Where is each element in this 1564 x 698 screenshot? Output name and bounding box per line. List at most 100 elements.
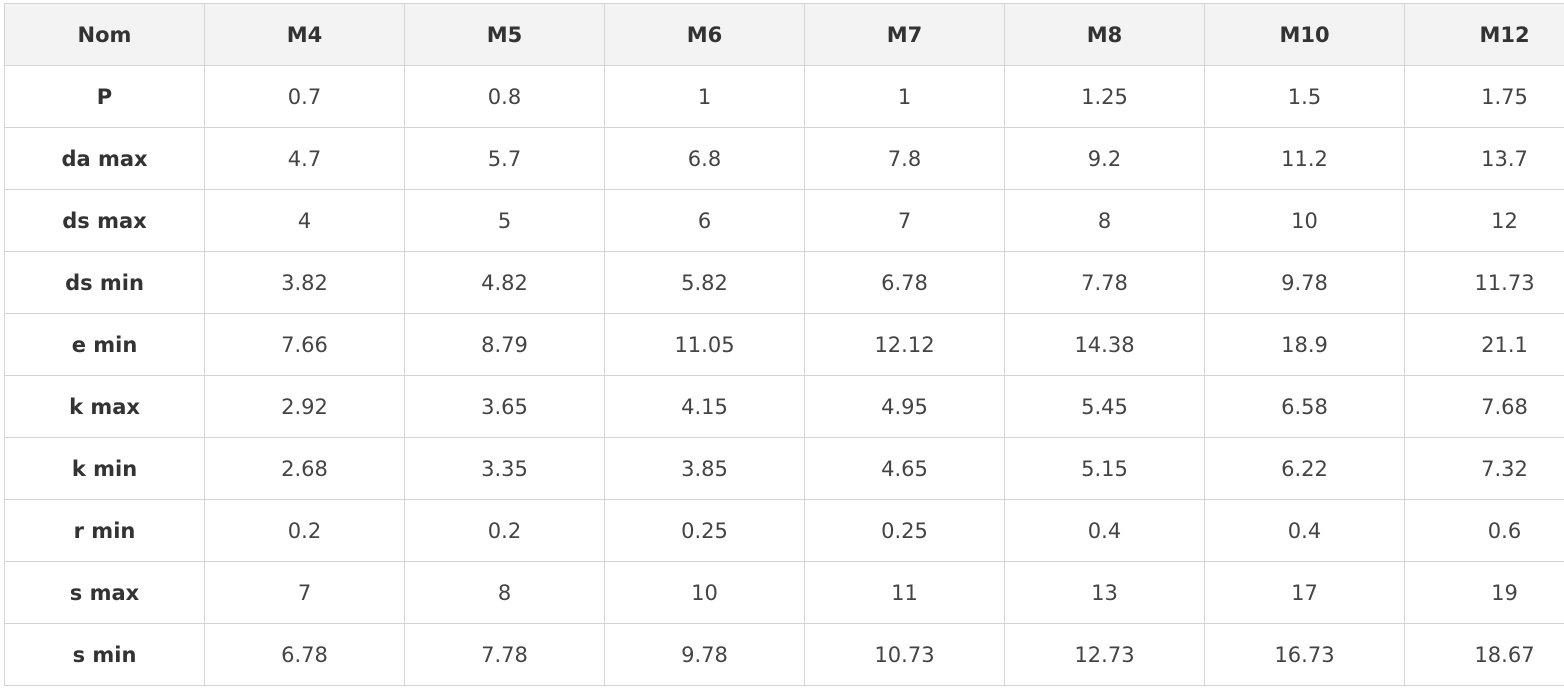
table-cell: 4.15 xyxy=(604,375,805,438)
table-cell: 0.4 xyxy=(1004,499,1205,562)
column-header: Nom xyxy=(4,3,205,66)
table-cell: 2.68 xyxy=(204,437,405,500)
table-cell: 12 xyxy=(1404,189,1564,252)
table-row: s min 6.78 7.78 9.78 10.73 12.73 16.73 1… xyxy=(4,623,1564,686)
table-cell: 2.92 xyxy=(204,375,405,438)
table-cell: 4.7 xyxy=(204,127,405,190)
table-cell: 3.35 xyxy=(404,437,605,500)
table-cell: 6.58 xyxy=(1204,375,1405,438)
table-cell: 6 xyxy=(604,189,805,252)
row-label: e min xyxy=(4,313,205,376)
row-label: da max xyxy=(4,127,205,190)
table-cell: 3.65 xyxy=(404,375,605,438)
dimensions-table: Nom M4 M5 M6 M7 M8 M10 M12 P 0.7 0.8 1 1… xyxy=(4,3,1564,686)
row-label: r min xyxy=(4,499,205,562)
table-cell: 7.78 xyxy=(404,623,605,686)
table-cell: 11.2 xyxy=(1204,127,1405,190)
table-row: k min 2.68 3.35 3.85 4.65 5.15 6.22 7.32 xyxy=(4,437,1564,500)
table-cell: 7.68 xyxy=(1404,375,1564,438)
table-cell: 12.12 xyxy=(804,313,1005,376)
table-cell: 4 xyxy=(204,189,405,252)
table-cell: 5.45 xyxy=(1004,375,1205,438)
table-cell: 10 xyxy=(1204,189,1405,252)
table-cell: 16.73 xyxy=(1204,623,1405,686)
table-cell: 7.32 xyxy=(1404,437,1564,500)
table-cell: 4.65 xyxy=(804,437,1005,500)
table-cell: 0.7 xyxy=(204,65,405,128)
table-body: P 0.7 0.8 1 1 1.25 1.5 1.75 da max 4.7 5… xyxy=(4,65,1564,686)
column-header: M7 xyxy=(804,3,1005,66)
table-row: P 0.7 0.8 1 1 1.25 1.5 1.75 xyxy=(4,65,1564,128)
table-cell: 0.4 xyxy=(1204,499,1405,562)
table-cell: 14.38 xyxy=(1004,313,1205,376)
table-cell: 7.8 xyxy=(804,127,1005,190)
row-label: s max xyxy=(4,561,205,624)
table-cell: 3.85 xyxy=(604,437,805,500)
table-cell: 8 xyxy=(1004,189,1205,252)
table-row: ds max 4 5 6 7 8 10 12 xyxy=(4,189,1564,252)
table-cell: 21.1 xyxy=(1404,313,1564,376)
table-cell: 1.75 xyxy=(1404,65,1564,128)
table-row: da max 4.7 5.7 6.8 7.8 9.2 11.2 13.7 xyxy=(4,127,1564,190)
table-cell: 7.66 xyxy=(204,313,405,376)
table-cell: 6.78 xyxy=(804,251,1005,314)
table-cell: 8 xyxy=(404,561,605,624)
table-row: s max 7 8 10 11 13 17 19 xyxy=(4,561,1564,624)
row-label: s min xyxy=(4,623,205,686)
column-header: M4 xyxy=(204,3,405,66)
table-cell: 11 xyxy=(804,561,1005,624)
column-header: M10 xyxy=(1204,3,1405,66)
table-cell: 9.78 xyxy=(604,623,805,686)
table-cell: 0.25 xyxy=(604,499,805,562)
table-cell: 11.73 xyxy=(1404,251,1564,314)
table-cell: 17 xyxy=(1204,561,1405,624)
table-cell: 10 xyxy=(604,561,805,624)
table-cell: 0.6 xyxy=(1404,499,1564,562)
table-cell: 0.2 xyxy=(204,499,405,562)
table-cell: 1 xyxy=(804,65,1005,128)
table-cell: 0.2 xyxy=(404,499,605,562)
table-cell: 0.8 xyxy=(404,65,605,128)
row-label: ds max xyxy=(4,189,205,252)
table-cell: 5.7 xyxy=(404,127,605,190)
header-row: Nom M4 M5 M6 M7 M8 M10 M12 xyxy=(4,3,1564,66)
table-cell: 4.82 xyxy=(404,251,605,314)
table-cell: 13.7 xyxy=(1404,127,1564,190)
table-cell: 11.05 xyxy=(604,313,805,376)
table-cell: 7.78 xyxy=(1004,251,1205,314)
table-cell: 1.5 xyxy=(1204,65,1405,128)
column-header: M8 xyxy=(1004,3,1205,66)
table-cell: 9.78 xyxy=(1204,251,1405,314)
table-cell: 1.25 xyxy=(1004,65,1205,128)
table-cell: 10.73 xyxy=(804,623,1005,686)
table-cell: 3.82 xyxy=(204,251,405,314)
table-cell: 4.95 xyxy=(804,375,1005,438)
table-cell: 7 xyxy=(204,561,405,624)
table-cell: 7 xyxy=(804,189,1005,252)
table-cell: 18.67 xyxy=(1404,623,1564,686)
table-cell: 13 xyxy=(1004,561,1205,624)
row-label: k min xyxy=(4,437,205,500)
table-cell: 19 xyxy=(1404,561,1564,624)
table-cell: 5.15 xyxy=(1004,437,1205,500)
column-header: M6 xyxy=(604,3,805,66)
table-row: r min 0.2 0.2 0.25 0.25 0.4 0.4 0.6 xyxy=(4,499,1564,562)
table-cell: 5.82 xyxy=(604,251,805,314)
table-cell: 0.25 xyxy=(804,499,1005,562)
table-row: e min 7.66 8.79 11.05 12.12 14.38 18.9 2… xyxy=(4,313,1564,376)
table-cell: 12.73 xyxy=(1004,623,1205,686)
table-cell: 1 xyxy=(604,65,805,128)
table-row: ds min 3.82 4.82 5.82 6.78 7.78 9.78 11.… xyxy=(4,251,1564,314)
column-header: M12 xyxy=(1404,3,1564,66)
column-header: M5 xyxy=(404,3,605,66)
table-cell: 8.79 xyxy=(404,313,605,376)
table-cell: 9.2 xyxy=(1004,127,1205,190)
table-cell: 6.78 xyxy=(204,623,405,686)
row-label: ds min xyxy=(4,251,205,314)
table-cell: 5 xyxy=(404,189,605,252)
row-label: P xyxy=(4,65,205,128)
table-cell: 6.22 xyxy=(1204,437,1405,500)
row-label: k max xyxy=(4,375,205,438)
table-cell: 6.8 xyxy=(604,127,805,190)
